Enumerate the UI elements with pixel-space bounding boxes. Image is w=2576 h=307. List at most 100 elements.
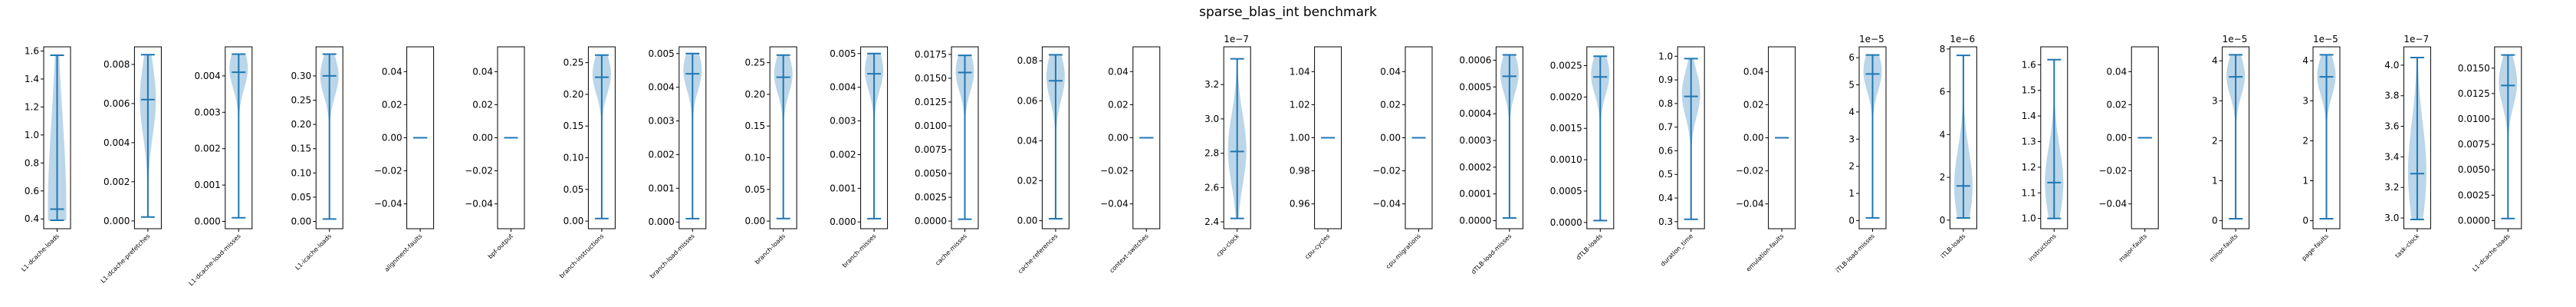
x-category-label: iTLB-loads [1940,233,1967,260]
y-tick-label: 0.10 [564,153,584,163]
x-category-label: branch-misses [841,233,877,269]
y-tick-label: 0.6 [1658,145,1673,156]
y-tick-label: 3 [1848,134,1855,144]
x-category-label: emulation-faults [1745,233,1786,273]
axis-multiplier: 1e−7 [1224,34,1249,45]
x-category-label: cpu-cycles [1303,233,1331,260]
y-tick-label: 3.2 [1204,79,1219,90]
y-tick-label: 0.0100 [2458,114,2490,124]
y-tick-label: 4 [1848,107,1855,117]
y-tick-label: 0.04 [1743,66,1764,77]
x-category-label: branch-load-misses [649,233,696,280]
y-tick-label: −0.02 [1736,166,1764,177]
y-tick-label: 0.005 [830,48,856,59]
y-tick-label: 1.2 [2022,162,2036,173]
y-tick-label: 0.0075 [2458,139,2490,150]
violin-panel: 1.0 1.1 1.2 1.3 1.4 1.5 1.6 instructions [2022,46,2068,263]
y-tick-label: 0.00 [291,216,311,227]
violin-panel: 0.000 0.001 0.002 0.003 0.004 L1-dcache-load-… [188,46,253,287]
axis-multiplier: 1e−5 [1859,34,1884,45]
y-tick-label: 0.25 [564,58,584,68]
y-tick-label: 0.02 [2106,99,2127,110]
y-tick-label: 0.0050 [915,168,947,179]
y-tick-label: 0.000 [648,216,674,227]
violin-panel: 0.00 0.05 0.10 0.15 0.20 0.25 branch-instructi… [558,46,616,279]
violin-panel: 0.000 0.001 0.002 0.003 0.004 0.005 branch-loa… [648,46,707,280]
y-tick-label: 1.4 [2022,111,2036,121]
y-tick-label: 3.4 [2384,151,2399,162]
axis-multiplier: 1e−6 [1950,34,1975,45]
y-tick-label: 0.9 [1658,74,1673,85]
x-category-label: L1-dcache-loads [2471,233,2512,273]
y-tick-label: 1.2 [25,101,39,112]
y-tick-label: 1.1 [2022,187,2036,198]
x-category-label: bpf-output [487,233,514,260]
y-tick-label: 0.02 [1743,99,1764,110]
y-tick-label: 0.5 [1658,169,1673,180]
y-tick-label: 3.0 [2384,213,2399,223]
y-tick-label: 0.004 [648,82,674,93]
y-tick-label: −0.02 [465,166,493,177]
y-tick-label: 1 [2302,175,2308,186]
violin-panel: 0 1 2 3 4 1e−5 page-faults [2301,34,2341,262]
violin-panel: 0.0000 0.0005 0.0010 0.0015 0.0020 0.0025 dTLB… [1550,46,1615,262]
y-tick-label: 0.04 [472,66,493,77]
x-category-label: cache-misses [934,233,968,267]
violin-panel: 0.000 0.002 0.004 0.006 0.008 L1-dcache-prefe… [100,46,162,285]
y-tick-label: 0.05 [564,184,584,195]
x-category-label: context-switches [1108,233,1149,274]
y-tick-label: 0.004 [104,137,130,148]
y-tick-label: −0.02 [1100,166,1129,177]
x-category-label: L1-dcache-prefetches [100,233,152,285]
x-category-label: branch-loads [754,233,787,266]
y-tick-label: 0.0150 [2458,63,2490,74]
violin-panel: −0.04 −0.02 0.00 0.02 0.04 context-switches [1100,46,1161,274]
y-tick-label: 1.0 [25,130,39,140]
y-tick-label: 0.002 [648,149,674,160]
violin-panel: −0.04 −0.02 0.00 0.02 0.04 alignment-faults [374,46,435,273]
y-tick-label: 1.0 [2022,213,2036,224]
y-tick-label: 0.20 [564,89,584,100]
y-tick-label: 0.0000 [915,216,947,226]
violin-panel: 0 2 4 6 8 1e−6 iTLB-loads [1940,34,1977,260]
y-tick-label: 0.4 [25,213,39,224]
y-tick-label: 2 [2212,135,2218,146]
y-tick-label: 0.15 [744,120,765,131]
y-tick-label: −0.04 [465,199,493,210]
y-tick-label: 0.0000 [1459,216,1491,226]
y-tick-label: 0.04 [1380,66,1401,77]
y-tick-label: 0.0004 [1459,108,1491,119]
y-tick-label: 0.06 [1017,95,1038,106]
y-tick-label: −0.04 [1372,199,1401,210]
y-tick-label: 0.8 [1658,98,1673,109]
violin-panel: 0.0000 0.0001 0.0002 0.0003 0.0004 0.0005 0.00… [1459,46,1523,276]
y-tick-label: 0.3 [1658,216,1673,227]
y-tick-label: −0.04 [374,199,402,210]
x-category-label: major-faults [2118,233,2148,263]
y-tick-label: 1.6 [25,45,39,56]
y-tick-label: 0.0005 [1459,81,1491,92]
y-tick-label: 2 [2302,135,2308,146]
y-tick-label: 1.04 [1290,66,1310,77]
y-tick-label: 2.4 [1204,216,1219,227]
violin-panel: 0 1 2 3 4 1e−5 minor-faults [2208,34,2250,263]
x-category-label: branch-instructions [558,233,605,279]
x-category-label: iTLB-load-misses [1835,233,1876,274]
x-category-label: L1-icache-loads [294,233,334,272]
y-tick-label: 0.7 [1658,122,1673,133]
violin-panel: 3.0 3.2 3.4 3.6 3.8 4.0 1e−7 task-clock [2384,34,2431,259]
y-tick-label: 0.002 [830,149,856,160]
y-tick-label: 1.6 [2022,59,2036,70]
y-tick-label: 0.003 [648,116,674,127]
y-tick-label: 0.0025 [2458,190,2490,200]
y-tick-label: 1 [1848,188,1855,199]
violin-panel: 0.96 0.98 1.00 1.02 1.04 cpu-cycles [1290,46,1342,260]
y-tick-label: 0.05 [744,184,765,195]
x-category-label: task-clock [2394,233,2420,259]
y-tick-label: 0.004 [194,71,220,81]
y-tick-label: 3 [2212,95,2218,106]
y-tick-label: 1.02 [1290,99,1310,110]
y-tick-label: 1.0 [1658,51,1673,61]
y-tick-label: 0.0003 [1459,135,1491,146]
y-tick-label: 0.04 [1108,66,1129,77]
